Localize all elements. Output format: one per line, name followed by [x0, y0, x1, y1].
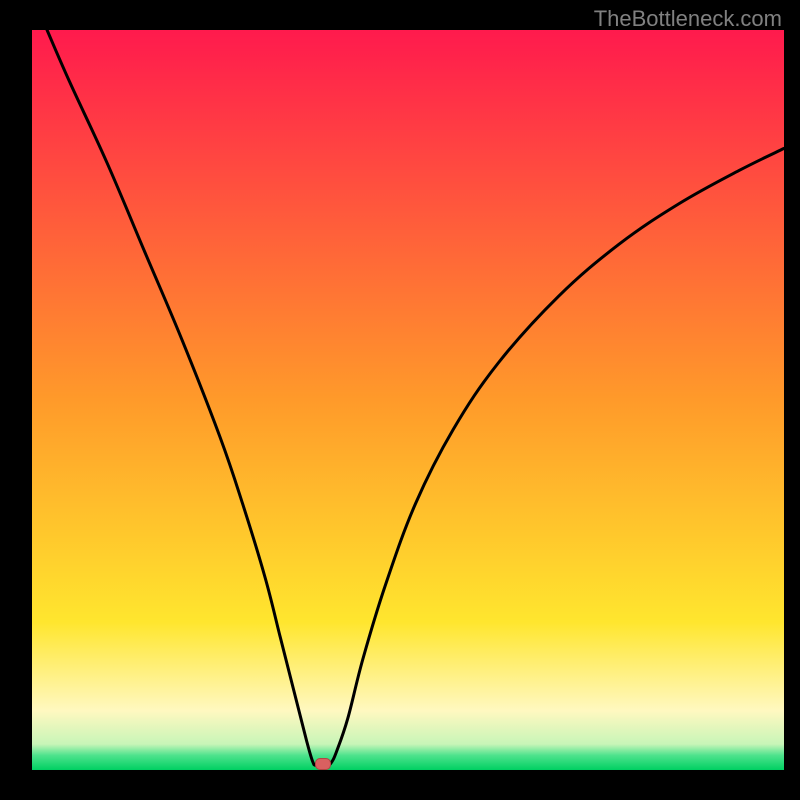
- attribution-text: TheBottleneck.com: [594, 6, 782, 32]
- minimum-point-marker: [315, 758, 331, 770]
- curve-layer: [0, 0, 800, 800]
- bottleneck-curve: [47, 30, 784, 766]
